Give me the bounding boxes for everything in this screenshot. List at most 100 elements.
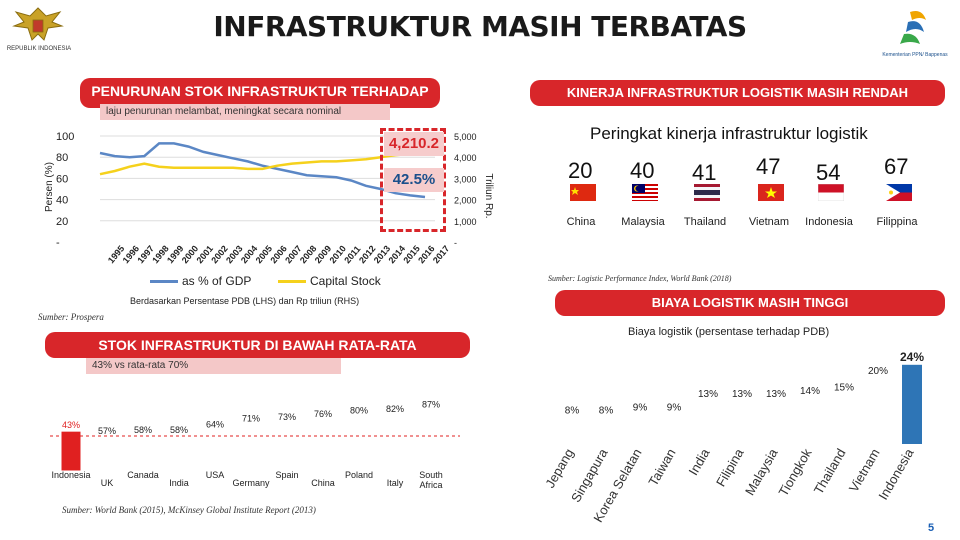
stock-bar-category-label: Canada xyxy=(127,470,159,480)
callout-capital-value: 4,210.2 xyxy=(384,132,444,156)
lhs-tick-label: 60 xyxy=(56,173,68,185)
vietnam-flag-icon xyxy=(758,184,784,206)
banner-below-average: STOK INFRASTRUKTUR DI BAWAH RATA-RATA IN… xyxy=(45,332,470,358)
subtitle-average-comparison: 43% vs rata-rata 70% xyxy=(86,358,341,374)
stock-bar xyxy=(386,397,404,470)
cost-bar-value-label: 15% xyxy=(834,383,854,394)
rank-value: 20 xyxy=(568,158,593,183)
rank-value: 41 xyxy=(692,160,717,185)
stock-bar xyxy=(422,393,440,470)
rank-country-label: Indonesia xyxy=(805,216,853,228)
rank-country-label: Filippina xyxy=(876,216,918,228)
stock-bar-value-label: 76% xyxy=(314,409,332,419)
cost-bar-category-label: Vietnam xyxy=(846,446,883,495)
cost-bar xyxy=(630,414,650,444)
cost-bar-value-label: 8% xyxy=(565,406,580,417)
left-top-caption: Berdasarkan Persentase PDB (LHS) dan Rp … xyxy=(130,296,360,306)
rank-value: 47 xyxy=(756,154,781,179)
banner-infrastructure-stock: PENURUNAN STOK INFRASTRUKTUR TERHADAP PD… xyxy=(80,78,440,108)
cost-bar-value-label: 20% xyxy=(868,366,888,377)
cost-bar-value-label: 13% xyxy=(766,389,786,400)
rank-country-label: Vietnam xyxy=(748,216,790,228)
cost-bar xyxy=(664,414,684,444)
stock-bar-category-label: Germany xyxy=(232,478,270,488)
cost-bar-value-label: 13% xyxy=(698,389,718,400)
cost-bar xyxy=(732,401,752,444)
stock-bar-value-label: 58% xyxy=(170,425,188,435)
stock-bar-category-label: USA xyxy=(206,470,225,480)
stock-bar-category-label: Poland xyxy=(345,470,373,480)
stock-bar-category-label: South Africa xyxy=(419,470,443,490)
cost-bar xyxy=(800,397,820,444)
cost-bar-category-label: Filipina xyxy=(713,445,747,489)
left-top-source: Sumber: Prospera xyxy=(38,312,104,322)
rhs-tick-label: 3,000 xyxy=(454,174,477,184)
callout-dashed-box xyxy=(380,128,446,232)
subtitle-slowing: laju penurunan melambat, meningkat secar… xyxy=(100,104,390,120)
rhs-tick-label: - xyxy=(454,238,457,248)
rhs-tick-label: 5,000 xyxy=(454,132,477,142)
bappenas-caption: Kementerian PPN/ Bappenas xyxy=(882,52,948,58)
stock-bar xyxy=(134,418,152,470)
stock-bar-value-label: 64% xyxy=(206,420,224,430)
stock-bar-category-label: Italy xyxy=(387,478,404,488)
lhs-tick-label: 80 xyxy=(56,152,68,164)
lhs-tick-label: 40 xyxy=(56,195,68,207)
legend-gdp-swatch xyxy=(150,280,178,283)
legend-capital-label: Capital Stock xyxy=(310,274,381,288)
cost-bar-value-label: 13% xyxy=(732,389,752,400)
cost-bar xyxy=(902,364,922,444)
stock-bar-value-label: 71% xyxy=(242,414,260,424)
republic-caption: REPUBLIK INDONESIA xyxy=(6,46,72,52)
malaysia-flag-icon xyxy=(632,184,658,206)
rhs-tick-label: 1,000 xyxy=(454,217,477,227)
stock-bar-category-label: India xyxy=(169,478,189,488)
legend-capital-swatch xyxy=(278,280,306,283)
cost-bar-category-label: Thailand xyxy=(811,446,849,497)
stock-bar-value-label: 57% xyxy=(98,426,116,436)
cost-bar-value-label: 24% xyxy=(900,350,924,364)
rank-value: 67 xyxy=(884,154,909,179)
page-number: 5 xyxy=(928,522,935,534)
rank-chart-title: Peringkat kinerja infrastruktur logistik xyxy=(590,124,868,143)
page-title: INFRASTRUKTUR MASIH TERBATAS xyxy=(213,10,747,43)
lhs-tick-label: - xyxy=(56,237,60,249)
cost-bar xyxy=(698,401,718,444)
rhs-tick-label: 2,000 xyxy=(454,196,477,206)
stock-bar xyxy=(98,419,116,470)
stock-bar-value-label: 43% xyxy=(62,420,80,430)
cost-bar xyxy=(562,417,582,444)
china-flag-icon xyxy=(570,184,596,206)
stock-bar-category-label: UK xyxy=(101,478,114,488)
rank-country-label: China xyxy=(566,216,596,228)
cost-bar-category-label: Tiongkok xyxy=(775,446,814,499)
stock-bar-value-label: 73% xyxy=(278,412,296,422)
series-capital-line xyxy=(99,151,426,176)
cost-bar-value-label: 9% xyxy=(667,402,682,413)
cost-bar xyxy=(868,378,888,444)
rank-value: 40 xyxy=(630,158,655,183)
stock-bar xyxy=(242,407,260,470)
stock-bar-value-label: 82% xyxy=(386,404,404,414)
lhs-axis-label: Persen (%) xyxy=(44,162,55,212)
stock-bar-category-label: Indonesia xyxy=(51,470,90,480)
stock-bar-value-label: 87% xyxy=(422,399,440,409)
cost-bar xyxy=(596,417,616,444)
stock-bar xyxy=(206,413,224,470)
cost-bar-category-label: Jepang xyxy=(542,446,576,490)
rank-value: 54 xyxy=(816,160,841,185)
x-tick-label: 2017 xyxy=(431,244,452,266)
stock-bar xyxy=(350,399,368,470)
stock-line-chart: Persen (%) Triliun Rp. 100 80 60 40 20 - 5,00… xyxy=(44,131,494,266)
cost-chart-title: Biaya logistik (persentase terhadap PDB) xyxy=(628,326,830,338)
thailand-flag-icon xyxy=(694,184,720,206)
series-gdp-line xyxy=(99,142,426,199)
bappenas-logo-icon: Kementerian PPN/ Bappenas xyxy=(880,4,950,64)
stock-bar-value-label: 80% xyxy=(350,406,368,416)
indonesia-flag-icon xyxy=(817,183,845,206)
philippines-flag-icon xyxy=(886,184,912,206)
left-bottom-source: Sumber: World Bank (2015), McKinsey Glob… xyxy=(62,505,316,515)
rank-country-label: Malaysia xyxy=(621,216,665,228)
cost-bar-value-label: 14% xyxy=(800,386,820,397)
rank-country-label: Thailand xyxy=(683,216,727,228)
